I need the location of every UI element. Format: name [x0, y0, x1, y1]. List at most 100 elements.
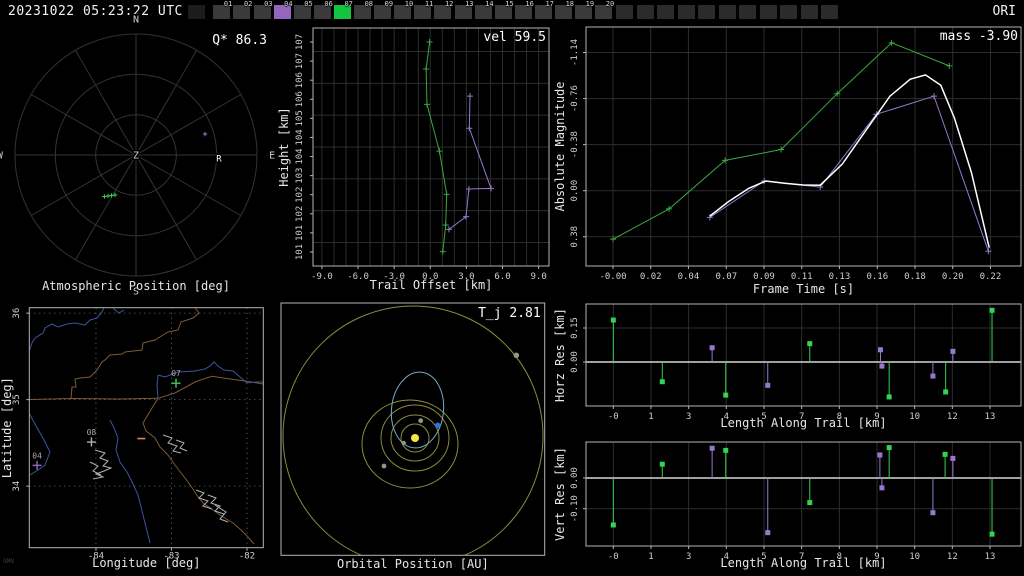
station-box-01: 01	[213, 0, 232, 19]
station-box-number: 07	[344, 0, 353, 8]
magnitude-xtick: 0.13	[829, 272, 851, 282]
station-box-18: 18	[555, 0, 574, 19]
utc-timestamp: 20231022 05:23:22 UTC	[8, 4, 183, 19]
horz_res-ylabel: Horz Res [km]	[553, 308, 567, 402]
planet-jupiter	[513, 352, 520, 359]
station-box-08: 08	[354, 0, 373, 19]
station-box	[759, 5, 777, 19]
station-box-number: 01	[223, 0, 233, 8]
map-frame	[28, 307, 264, 549]
atmospheric-xlabel: Atmospheric Position [deg]	[42, 279, 230, 293]
magnitude-xtick: 0.09	[753, 272, 775, 282]
vert_res-xtick: 4	[724, 552, 729, 562]
horz_res-series-station-04	[709, 345, 956, 388]
polar-grid	[14, 33, 258, 277]
station-box-number: 03	[264, 0, 273, 8]
horz_res-series-station-07	[610, 307, 995, 400]
vert_res-series-station-04	[709, 445, 956, 536]
magnitude-ticks: -0.00 0.02 0.04 0.07 0.09 0.11 0.13 0.16 0.18 0.2…	[570, 39, 1001, 282]
map-ticks: -84 -83 -82 34 35 36	[12, 308, 255, 562]
magnitude-xtick: 0.11	[791, 272, 813, 282]
magnitude-chart: -0.00 0.02 0.04 0.07 0.09 0.11 0.13 0.16 0.18 0.2…	[553, 26, 1022, 296]
cardinal-S: S	[133, 287, 139, 298]
trail-ylabel: Height [km]	[277, 107, 291, 186]
map-ytick: 35	[12, 394, 22, 405]
atmospheric-series-station-04	[202, 131, 208, 137]
cardinal-W: W	[0, 151, 4, 162]
magnitude-grid	[586, 27, 1021, 266]
station-box	[616, 5, 633, 19]
orbit-inner	[282, 305, 544, 556]
planet-earth	[434, 422, 441, 429]
horz_res-grid	[586, 304, 1021, 406]
cardinal-E: E	[269, 151, 275, 162]
map-xtick: -84	[88, 552, 104, 562]
station-box-number: 09	[384, 0, 394, 8]
magnitude-series-station-04	[706, 93, 992, 255]
station-box-number: 13	[465, 0, 474, 8]
trail-ytick: 107	[295, 34, 305, 50]
trail-xtick: 0.0	[422, 272, 438, 282]
vert_res-xlabel: Length Along Trail [km]	[720, 556, 886, 570]
station-box-13: 13	[454, 0, 474, 19]
magnitude-xtick: 0.20	[942, 272, 964, 282]
vert_res-xtick: 5	[761, 552, 766, 562]
magnitude-xtick: 0.22	[980, 272, 1002, 282]
vert_res-ylabel: Vert Res [km]	[553, 447, 567, 541]
trail-ytick: 106	[295, 72, 305, 88]
trail-series-station-07	[423, 39, 450, 255]
atmospheric-title: Q* 86.3	[212, 33, 267, 48]
trail-ytick: 102	[295, 187, 305, 203]
magnitude-title: mass -3.90	[940, 29, 1018, 44]
cardinal-N: N	[133, 14, 139, 25]
trail-xlabel: Trail Offset [km]	[370, 278, 493, 292]
station-box-06: 06	[313, 0, 333, 19]
planets	[381, 352, 520, 469]
atmospheric-position-chart: N E S W Z R Q* 86.3 Atmospheric Position [deg]	[0, 13, 277, 299]
magnitude-series-station-07	[610, 39, 953, 243]
horz_res-xtick: 9	[874, 412, 879, 422]
atmospheric-series-station-07	[102, 192, 118, 199]
watermark: GMN	[3, 558, 14, 565]
station-box-05: 05	[293, 0, 313, 19]
trail-ytick: 106	[295, 91, 305, 107]
vert_res-xtick: 8	[837, 552, 842, 562]
trail-title: vel 59.5	[483, 30, 546, 45]
horz_res-ytick: 0.15	[570, 317, 580, 339]
map-xlabel: Longitude [deg]	[92, 556, 200, 570]
magnitude-xtick: -0.00	[599, 272, 626, 282]
vert_res-xtick: 9	[874, 552, 879, 562]
station-box-number: 10	[404, 0, 414, 8]
horz_res-xtick: 5	[761, 412, 766, 422]
map-ytick: 36	[12, 308, 22, 319]
map-marker-label-04: 04	[32, 451, 42, 460]
orbit-xlabel: Orbital Position [AU]	[337, 557, 489, 571]
magnitude-ytick: -0.38	[570, 131, 580, 158]
station-box-02: 02	[233, 0, 252, 19]
vert_res-xtick: 3	[686, 552, 691, 562]
station-box-10: 10	[394, 0, 413, 19]
radiant-label: R	[216, 154, 222, 164]
horz_res-ticks: -0 1 3 4 5 7 8 9 10 12 130.000.15	[570, 317, 995, 422]
trail-ytick: 102	[295, 206, 305, 222]
station-box	[821, 5, 838, 19]
map-geography	[29, 307, 264, 545]
meteoroid-orbit	[390, 371, 445, 449]
magnitude-ylabel: Absolute Magnitude	[553, 81, 567, 211]
vert_res-frame	[585, 441, 1022, 547]
magnitude-frame	[585, 26, 1022, 267]
magnitude-xtick: 0.04	[678, 272, 700, 282]
trail-ytick: 101	[295, 244, 305, 260]
station-box-number: 11	[424, 0, 434, 8]
horz_res-xtick: 1	[648, 412, 653, 422]
trail-frame	[312, 27, 550, 267]
top-bar: 20231022 05:23:22 UTC 01 02 03 04 05 06 07 08 09…	[0, 0, 1024, 24]
vert_res-xtick: 7	[799, 552, 804, 562]
map-xtick: -83	[163, 552, 179, 562]
magnitude-xlabel: Frame Time [s]	[753, 282, 854, 296]
magnitude-ytick: 0.38	[570, 226, 580, 248]
trail-ytick: 107	[295, 53, 305, 69]
